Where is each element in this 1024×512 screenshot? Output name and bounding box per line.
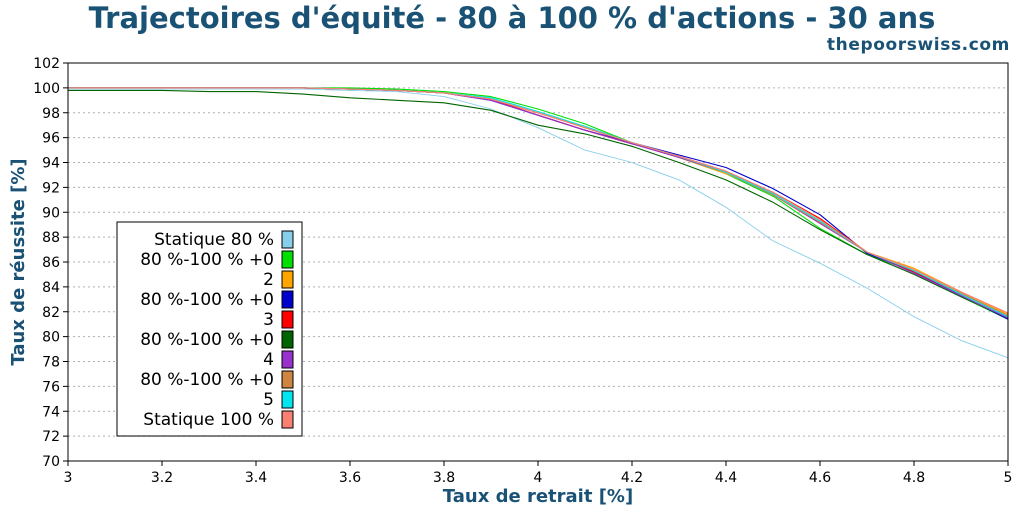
legend-label: 3	[263, 310, 274, 330]
legend-label: Statique 80 %	[154, 230, 274, 250]
legend-swatch	[281, 310, 294, 329]
series-line-9	[68, 87, 1009, 314]
series-line-5	[68, 89, 1009, 319]
legend-label: 2	[263, 270, 274, 290]
y-tick-label: 88	[42, 230, 60, 246]
legend-swatch	[281, 270, 294, 289]
legend-label: 80 %-100 % +0	[140, 330, 274, 350]
y-tick-label: 84	[42, 280, 60, 296]
x-axis-ticks: 3 3.2 3.4 3.6 3.8 4 4.2 4.4 4.6 4.8 5	[64, 461, 1013, 486]
y-tick-label: 86	[42, 255, 60, 271]
y-tick-label: 72	[42, 429, 60, 445]
legend-swatch	[281, 330, 294, 349]
y-axis-ticks: 70 72 74 76 78 80 82 84 86 88 90 92 94 96 98 100 102	[33, 56, 68, 470]
legend-label: 5	[263, 390, 274, 410]
x-tick-label: 3.2	[151, 470, 173, 486]
x-tick-label: 4	[534, 470, 543, 486]
series-lines	[68, 87, 1009, 359]
x-tick-label: 4.2	[621, 470, 643, 486]
y-tick-label: 96	[42, 131, 60, 147]
legend-label: 4	[263, 350, 274, 370]
y-tick-label: 70	[42, 454, 60, 470]
x-tick-label: 3.4	[245, 470, 267, 486]
series-line-0	[68, 88, 1009, 359]
legend-swatch	[281, 370, 294, 389]
legend-label: 80 %-100 % +0	[140, 370, 274, 390]
legend-swatch	[281, 350, 294, 369]
legend-swatch	[281, 290, 294, 309]
y-tick-label: 98	[42, 106, 60, 122]
y-tick-label: 78	[42, 355, 60, 371]
legend-label: 80 %-100 % +0	[140, 250, 274, 270]
y-tick-label: 80	[42, 330, 60, 346]
x-tick-label: 3.6	[339, 470, 361, 486]
y-tick-label: 90	[42, 205, 60, 221]
y-tick-label: 74	[42, 404, 60, 420]
y-tick-label: 100	[33, 81, 60, 97]
x-axis-label: Taux de retrait [%]	[443, 486, 633, 507]
chart-title: Trajectoires d'équité - 80 à 100 % d'act…	[88, 1, 936, 35]
x-tick-label: 4.4	[715, 470, 737, 486]
legend-box	[116, 221, 303, 437]
x-tick-label: 4.6	[809, 470, 831, 486]
legend-label: 80 %-100 % +0	[140, 290, 274, 310]
y-axis-label: Taux de réussite [%]	[8, 158, 29, 365]
legend-label: Statique 100 %	[143, 410, 274, 430]
legend-swatch	[281, 410, 294, 429]
x-tick-label: 3	[64, 470, 73, 486]
legend-swatch	[281, 250, 294, 269]
x-tick-label: 3.8	[433, 470, 455, 486]
legend-swatch	[281, 230, 294, 249]
x-tick-label: 4.8	[903, 470, 925, 486]
brand-watermark: thepoorswiss.com	[826, 35, 1010, 55]
legend-swatch	[281, 390, 294, 409]
y-tick-label: 92	[42, 180, 60, 196]
y-tick-label: 94	[42, 156, 60, 172]
y-tick-label: 76	[42, 379, 60, 395]
y-tick-label: 82	[42, 305, 60, 321]
y-tick-label: 102	[33, 56, 60, 72]
x-tick-label: 5	[1004, 470, 1013, 486]
